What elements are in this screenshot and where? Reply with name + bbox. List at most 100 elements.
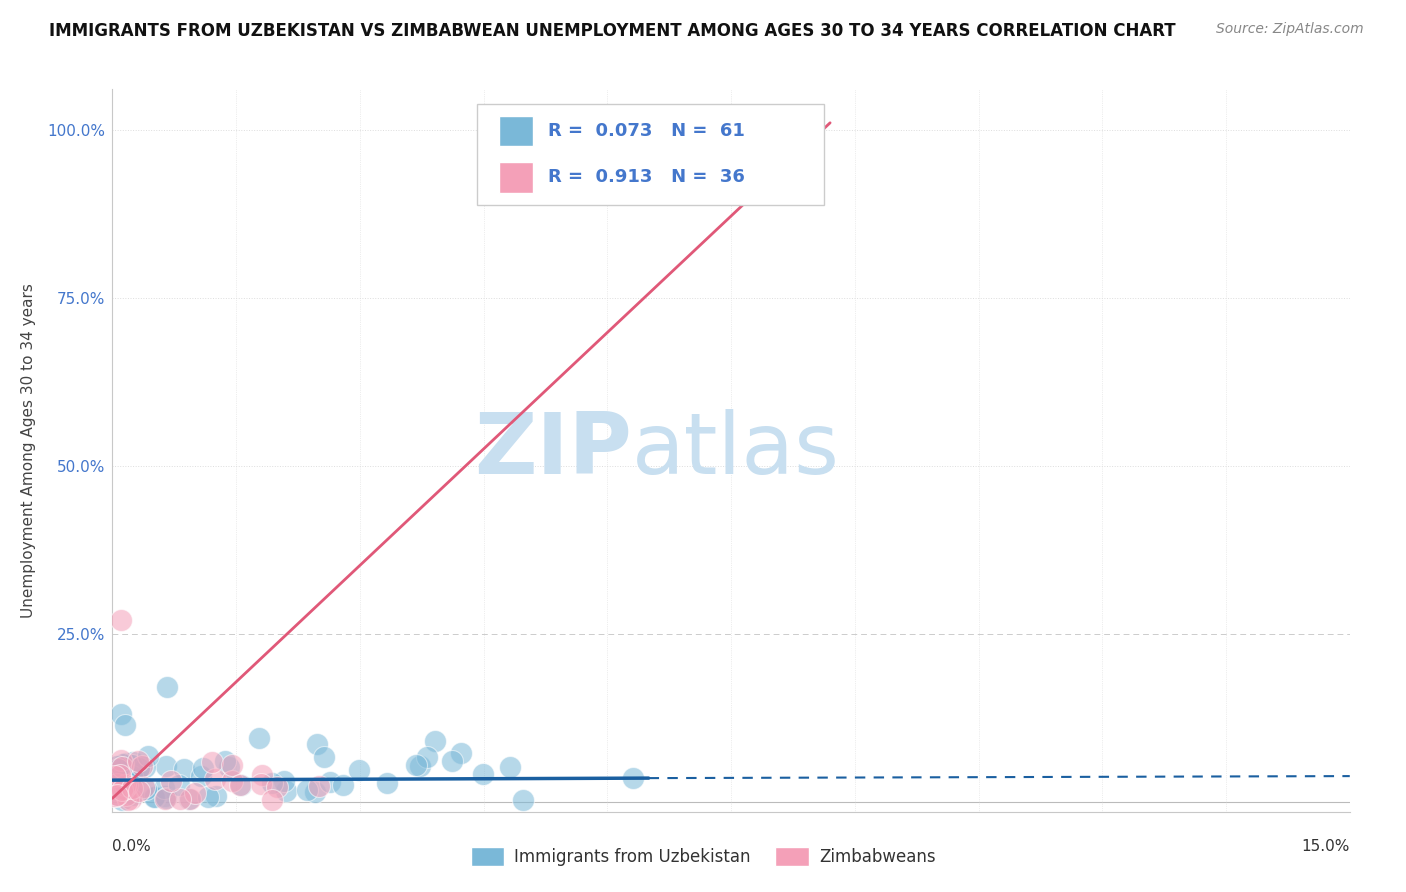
- Point: [105, 775, 128, 789]
- Point: [105, 788, 128, 802]
- Point: [190, 769, 212, 783]
- Point: [128, 762, 150, 776]
- Point: [221, 758, 243, 772]
- Point: [128, 784, 150, 798]
- Point: [319, 774, 342, 789]
- Point: [440, 754, 463, 768]
- Point: [262, 776, 284, 790]
- Point: [117, 793, 139, 807]
- Point: [105, 759, 128, 773]
- Point: [143, 789, 166, 804]
- Point: [193, 761, 215, 775]
- Point: [135, 781, 157, 796]
- FancyBboxPatch shape: [499, 162, 533, 193]
- Point: [197, 789, 219, 804]
- Point: [105, 778, 128, 792]
- Point: [273, 774, 295, 789]
- Point: [312, 749, 335, 764]
- Point: [132, 780, 155, 794]
- Point: [134, 760, 156, 774]
- Point: [105, 777, 128, 791]
- Point: [112, 756, 135, 771]
- Point: [266, 780, 288, 794]
- Point: [114, 788, 136, 802]
- Point: [201, 755, 224, 769]
- Point: [332, 778, 354, 792]
- Text: R =  0.073   N =  61: R = 0.073 N = 61: [548, 122, 745, 140]
- Point: [177, 792, 200, 806]
- Point: [156, 681, 179, 695]
- Point: [127, 754, 149, 768]
- Point: [115, 756, 138, 770]
- Text: IMMIGRANTS FROM UZBEKISTAN VS ZIMBABWEAN UNEMPLOYMENT AMONG AGES 30 TO 34 YEARS : IMMIGRANTS FROM UZBEKISTAN VS ZIMBABWEAN…: [49, 22, 1175, 40]
- Point: [169, 792, 191, 806]
- Point: [247, 731, 270, 745]
- Point: [167, 778, 190, 792]
- Point: [347, 763, 370, 777]
- Point: [104, 769, 127, 783]
- Point: [111, 772, 134, 787]
- Point: [214, 754, 236, 768]
- Point: [108, 768, 131, 782]
- Point: [221, 774, 243, 789]
- Point: [307, 737, 329, 751]
- Point: [471, 766, 494, 780]
- Point: [136, 749, 159, 764]
- Point: [160, 774, 183, 789]
- Point: [121, 758, 143, 772]
- Point: [104, 789, 127, 803]
- Point: [122, 788, 145, 802]
- Point: [104, 789, 127, 803]
- Point: [111, 760, 134, 774]
- Point: [512, 793, 534, 807]
- Point: [110, 753, 132, 767]
- Point: [114, 779, 136, 793]
- Legend: Immigrants from Uzbekistan, Zimbabweans: Immigrants from Uzbekistan, Zimbabweans: [464, 840, 942, 873]
- Point: [229, 778, 252, 792]
- FancyBboxPatch shape: [499, 116, 533, 146]
- Point: [184, 786, 207, 800]
- Point: [229, 778, 252, 792]
- Point: [110, 613, 132, 627]
- Point: [112, 777, 135, 791]
- Point: [276, 783, 298, 797]
- Point: [423, 733, 446, 747]
- Point: [250, 776, 273, 790]
- Point: [204, 789, 226, 804]
- Point: [121, 780, 143, 795]
- Y-axis label: Unemployment Among Ages 30 to 34 years: Unemployment Among Ages 30 to 34 years: [21, 283, 37, 618]
- Point: [304, 785, 326, 799]
- Point: [295, 783, 318, 797]
- FancyBboxPatch shape: [478, 103, 824, 205]
- Point: [153, 792, 176, 806]
- Point: [155, 759, 177, 773]
- Point: [110, 707, 132, 722]
- Point: [409, 759, 432, 773]
- Point: [260, 793, 283, 807]
- Point: [120, 791, 142, 805]
- Point: [153, 781, 176, 796]
- Point: [405, 758, 427, 772]
- Point: [179, 791, 201, 805]
- Point: [204, 772, 226, 786]
- Point: [121, 770, 143, 784]
- Point: [107, 762, 129, 776]
- Point: [112, 781, 135, 796]
- Point: [105, 764, 128, 779]
- Text: Source: ZipAtlas.com: Source: ZipAtlas.com: [1216, 22, 1364, 37]
- Point: [375, 775, 398, 789]
- Text: R =  0.913   N =  36: R = 0.913 N = 36: [548, 169, 745, 186]
- Point: [112, 781, 135, 796]
- Point: [498, 760, 520, 774]
- Point: [308, 779, 330, 793]
- Point: [111, 793, 134, 807]
- Point: [131, 759, 153, 773]
- Point: [173, 762, 195, 776]
- Point: [416, 750, 439, 764]
- Point: [122, 755, 145, 769]
- Point: [450, 746, 472, 760]
- Text: atlas: atlas: [633, 409, 841, 492]
- Point: [117, 778, 139, 792]
- Point: [111, 783, 134, 797]
- Point: [153, 789, 176, 804]
